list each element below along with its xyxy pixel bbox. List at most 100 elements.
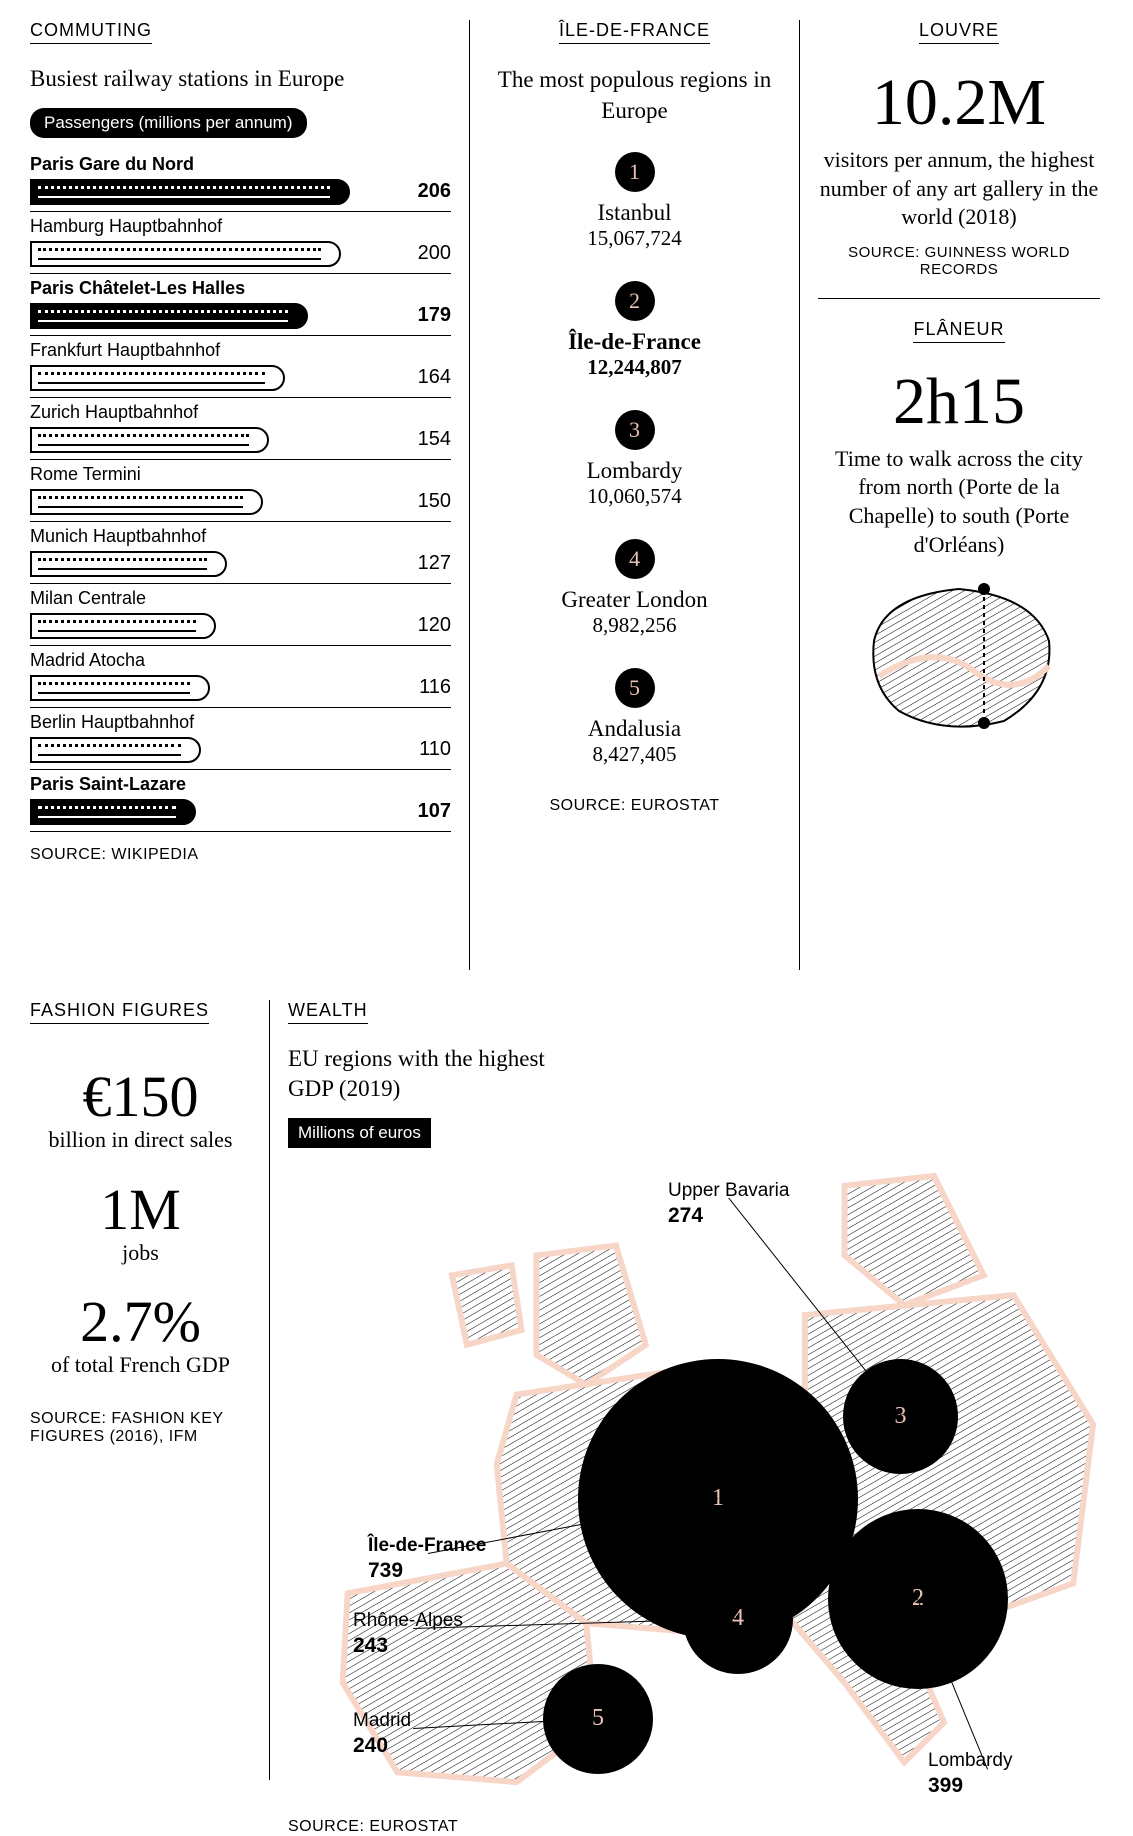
wealth-header: WEALTH <box>288 1000 368 1024</box>
flaneur-block: FLÂNEUR 2h15 Time to walk across the cit… <box>818 319 1100 731</box>
train-row: 127 <box>30 551 451 584</box>
louvre-desc: visitors per annum, the highest number o… <box>818 146 1100 232</box>
station-row: Paris Saint-Lazare107 <box>30 774 451 832</box>
train-row: 107 <box>30 799 451 832</box>
fashion-panel: FASHION FIGURES €150billion in direct sa… <box>30 1000 270 1780</box>
paris-map-icon <box>854 571 1064 731</box>
region-name: Greater London <box>488 587 781 613</box>
region-pop: 8,427,405 <box>488 742 781 767</box>
fashion-stat: €150billion in direct sales <box>30 1068 251 1155</box>
station-name: Paris Châtelet-Les Halles <box>30 278 451 299</box>
train-row: 120 <box>30 613 451 646</box>
fashion-desc: of total French GDP <box>30 1351 251 1380</box>
station-name: Frankfurt Hauptbahnhof <box>30 340 451 361</box>
station-value: 154 <box>350 428 451 451</box>
region-name: Andalusia <box>488 716 781 742</box>
station-row: Berlin Hauptbahnhof 110 <box>30 712 451 770</box>
train-row: 150 <box>30 489 451 522</box>
region-item: 5 Andalusia8,427,405 <box>488 668 781 767</box>
train-row: 110 <box>30 737 451 770</box>
train-bar <box>30 179 350 205</box>
station-row: Zurich Hauptbahnhof 154 <box>30 402 451 460</box>
wealth-pill: Millions of euros <box>288 1118 431 1148</box>
region-name: Île-de-France <box>488 329 781 355</box>
region-item: 1Istanbul15,067,724 <box>488 152 781 251</box>
region-pop: 15,067,724 <box>488 226 781 251</box>
station-row: Paris Gare du Nord 206 <box>30 154 451 212</box>
stations-list: Paris Gare du Nord 206 Hamburg Hauptbahnho… <box>30 154 451 832</box>
train-row: 154 <box>30 427 451 460</box>
rank-badge: 5 <box>615 668 655 708</box>
station-value: 200 <box>350 242 451 265</box>
regions-list: 1Istanbul15,067,7242Île-de-France12,244,… <box>488 152 781 767</box>
station-value: 206 <box>350 180 451 203</box>
louvre-block: LOUVRE 10.2M visitors per annum, the hig… <box>818 20 1100 278</box>
gdp-label: Upper Bavaria274 <box>668 1179 789 1229</box>
region-name: Lombardy <box>488 458 781 484</box>
region-item: 4Greater London8,982,256 <box>488 539 781 638</box>
regions-panel: ÎLE-DE-FRANCE The most populous regions … <box>470 20 800 970</box>
station-value: 179 <box>350 304 451 327</box>
gdp-label: Rhône-Alpes243 <box>353 1609 463 1659</box>
train-bar <box>30 613 350 639</box>
station-row: Munich Hauptbahnhof127 <box>30 526 451 584</box>
fashion-big: 2.7% <box>30 1293 251 1351</box>
station-value: 107 <box>350 800 451 823</box>
regions-subtitle: The most populous regions in Europe <box>488 64 781 126</box>
rank-badge: 3 <box>615 410 655 450</box>
station-row: Rome Termini 150 <box>30 464 451 522</box>
fashion-desc: jobs <box>30 1239 251 1268</box>
station-row: Paris Châtelet-Les Halles 179 <box>30 278 451 336</box>
gdp-label: Madrid240 <box>353 1709 411 1759</box>
train-bar <box>30 737 350 763</box>
station-name: Berlin Hauptbahnhof <box>30 712 451 733</box>
train-bar <box>30 303 350 329</box>
louvre-header: LOUVRE <box>919 20 999 44</box>
regions-source: SOURCE: EUROSTAT <box>488 797 781 815</box>
right-panel: LOUVRE 10.2M visitors per annum, the hig… <box>800 20 1100 970</box>
flaneur-header: FLÂNEUR <box>913 319 1004 343</box>
divider <box>818 298 1100 299</box>
fashion-stat: 2.7%of total French GDP <box>30 1293 251 1380</box>
train-bar <box>30 675 350 701</box>
flaneur-desc: Time to walk across the city from north … <box>818 445 1100 559</box>
train-bar <box>30 489 350 515</box>
station-value: 164 <box>350 366 451 389</box>
station-name: Madrid Atocha <box>30 650 451 671</box>
wealth-source: SOURCE: EUROSTAT <box>288 1818 1103 1836</box>
region-item: 2Île-de-France12,244,807 <box>488 281 781 380</box>
rank-badge: 2 <box>615 281 655 321</box>
flaneur-big: 2h15 <box>818 369 1100 435</box>
train-bar <box>30 241 350 267</box>
top-row: COMMUTING Busiest railway stations in Eu… <box>30 20 1103 970</box>
louvre-source: SOURCE: GUINNESS WORLD RECORDS <box>818 244 1100 278</box>
bottom-row: FASHION FIGURES €150billion in direct sa… <box>30 1000 1103 1780</box>
station-row: Hamburg Hauptbahnhof 200 <box>30 216 451 274</box>
commuting-panel: COMMUTING Busiest railway stations in Eu… <box>30 20 470 970</box>
fashion-desc: billion in direct sales <box>30 1126 251 1155</box>
train-row: 179 <box>30 303 451 336</box>
train-bar <box>30 799 350 825</box>
train-bar <box>30 551 350 577</box>
region-item: 3Lombardy10,060,574 <box>488 410 781 509</box>
fashion-big: 1M <box>30 1181 251 1239</box>
station-name: Zurich Hauptbahnhof <box>30 402 451 423</box>
commuting-subtitle: Busiest railway stations in Europe <box>30 64 451 94</box>
louvre-big: 10.2M <box>818 70 1100 136</box>
station-name: Hamburg Hauptbahnhof <box>30 216 451 237</box>
station-value: 127 <box>350 552 451 575</box>
station-name: Rome Termini <box>30 464 451 485</box>
rank-badge: 1 <box>615 152 655 192</box>
wealth-panel: WEALTH EU regions with the highest GDP (… <box>270 1000 1103 1780</box>
station-name: Paris Gare du Nord <box>30 154 451 175</box>
fashion-big: €150 <box>30 1068 251 1126</box>
gdp-label: Lombardy399 <box>928 1749 1013 1799</box>
station-value: 150 <box>350 490 451 513</box>
commuting-header: COMMUTING <box>30 20 152 44</box>
train-bar <box>30 427 350 453</box>
station-value: 110 <box>350 738 451 761</box>
fashion-stat: 1Mjobs <box>30 1181 251 1268</box>
region-pop: 8,982,256 <box>488 613 781 638</box>
station-name: Milan Centrale <box>30 588 451 609</box>
regions-header: ÎLE-DE-FRANCE <box>559 20 710 44</box>
